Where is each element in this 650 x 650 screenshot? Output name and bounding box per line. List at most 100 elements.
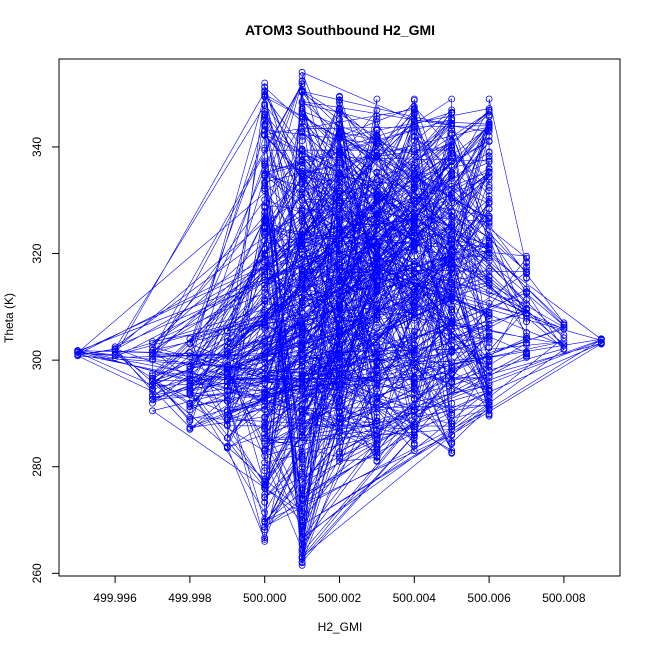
data-point [410,243,418,251]
data-point [410,241,418,249]
data-point [298,98,306,105]
data-point [448,409,456,416]
data-point [448,142,456,150]
data-point [149,399,156,407]
data-point [298,107,306,115]
data-point [298,472,306,480]
data-point [410,408,418,416]
data-point [410,423,418,431]
data-point [448,221,456,229]
data-point [373,252,381,260]
data-point [336,437,343,445]
chart-title: ATOM3 Southbound H2_GMI [245,22,435,38]
data-point [261,418,269,426]
data-point [485,272,493,280]
data-point [149,407,156,415]
data-point [410,133,418,141]
data-point [373,308,381,316]
data-point [373,408,381,416]
data-point [448,194,456,202]
data-point [410,125,418,133]
data-point [223,444,231,452]
data-point [223,365,231,373]
data-point [298,113,306,121]
data-point [523,266,530,274]
data-point [261,322,269,329]
data-point [336,386,343,394]
data-point [523,339,530,347]
data-point [523,285,530,293]
data-point [261,452,269,460]
data-point [410,260,418,268]
data-point [410,179,418,187]
data-point [410,382,418,390]
data-point [298,525,306,533]
data-point [485,308,493,316]
data-point [485,148,493,156]
data-point [373,240,381,248]
data-point [261,309,269,317]
data-point [298,559,306,566]
data-point [336,224,343,231]
data-point [186,415,194,423]
data-point [111,345,119,353]
data-point [373,366,381,374]
data-point [485,344,493,352]
data-point [373,118,381,126]
data-point [410,192,418,200]
x-tick-label: 500.008 [542,591,586,605]
data-point [373,137,381,145]
data-point [485,239,493,247]
data-point [373,125,381,133]
data-point [485,237,493,245]
data-point [298,242,306,250]
data-point [261,335,269,342]
data-point [523,263,530,271]
data-point [485,312,493,320]
data-point [410,303,418,311]
x-tick-label: 499.996 [93,591,137,605]
data-point [336,391,343,399]
data-point [373,133,381,141]
data-point [410,137,418,145]
data-point [485,357,493,365]
data-point [223,394,231,402]
x-axis: 499.996 499.998 500.000 500.002 500.004 500.0… [93,575,586,605]
data-point [261,185,269,193]
data-point [261,250,269,258]
data-point [523,354,530,361]
data-point [560,323,568,331]
data-point [448,261,456,269]
data-point [298,357,306,365]
data-point [485,410,493,418]
data-point [186,349,194,357]
data-point [298,281,306,289]
data-point [298,177,306,185]
data-point [485,138,493,146]
data-point [261,440,269,448]
data-point [261,162,269,170]
data-point [298,407,306,415]
data-point [448,244,456,252]
data-point [298,549,306,556]
data-point [410,257,418,265]
data-point [373,392,381,400]
data-point [485,219,493,227]
data-point [261,347,269,355]
data-point [261,498,269,506]
data-point [448,213,456,221]
x-tick-label: 500.004 [393,591,437,605]
data-point [373,432,381,440]
data-point [448,446,456,454]
data-point [485,176,493,183]
data-point [298,132,306,140]
data-point [261,323,269,331]
data-point [298,230,306,238]
data-point [373,395,381,403]
data-point [373,182,381,189]
data-point [261,536,269,543]
data-point [261,281,269,289]
y-tick-label: 340 [30,137,44,157]
data-point [336,345,343,353]
data-point [410,95,418,103]
